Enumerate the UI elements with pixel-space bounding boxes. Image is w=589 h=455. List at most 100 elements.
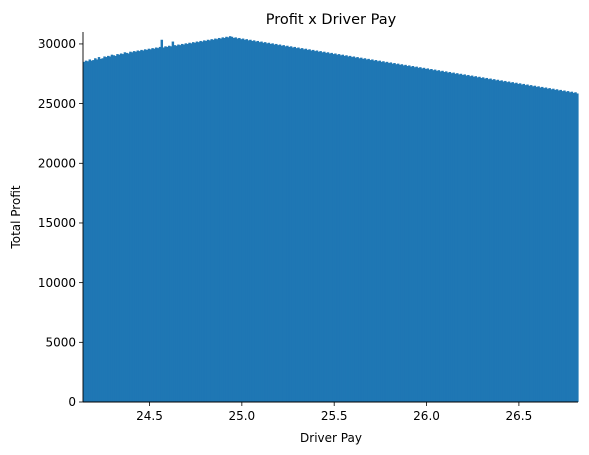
- histogram-bar: [324, 52, 328, 403]
- histogram-bar: [158, 46, 162, 403]
- histogram-bar: [513, 83, 516, 403]
- histogram-bar: [107, 55, 110, 402]
- histogram-bar: [238, 37, 241, 402]
- histogram-bar: [315, 50, 319, 402]
- histogram-bar: [398, 64, 402, 403]
- histogram-bar: [90, 60, 93, 402]
- histogram-bar: [190, 43, 193, 402]
- histogram-bar: [179, 45, 182, 403]
- histogram-bar: [404, 64, 407, 403]
- histogram-bar: [408, 65, 411, 402]
- histogram-bar: [422, 67, 426, 402]
- histogram-bar: [88, 59, 91, 403]
- histogram-bar: [112, 55, 115, 402]
- histogram-bar: [127, 53, 130, 402]
- histogram-bar: [445, 71, 448, 403]
- histogram-bar: [278, 44, 282, 402]
- histogram-bar: [171, 41, 175, 402]
- histogram-bar: [481, 77, 485, 403]
- histogram-bar: [467, 74, 470, 402]
- histogram-bar: [505, 82, 509, 403]
- histogram-bar: [424, 69, 428, 402]
- histogram-bar: [304, 48, 308, 402]
- histogram-bar: [118, 54, 121, 402]
- histogram-bar: [282, 45, 285, 403]
- histogram-bar: [350, 57, 354, 403]
- histogram-bar: [428, 69, 431, 402]
- histogram-bar: [223, 37, 226, 402]
- histogram-bar: [493, 79, 496, 402]
- histogram-bar: [372, 60, 376, 402]
- histogram-bar: [208, 40, 212, 403]
- histogram-bar: [323, 51, 326, 403]
- histogram-bar: [101, 58, 104, 403]
- histogram-bars: [83, 36, 579, 403]
- histogram-bar: [365, 59, 369, 403]
- histogram-bar: [539, 87, 542, 402]
- histogram-bar: [108, 56, 112, 402]
- x-tick-label: 25.5: [321, 409, 348, 423]
- histogram-bar: [297, 47, 300, 403]
- histogram-bar: [123, 52, 127, 403]
- histogram-bar: [522, 83, 526, 402]
- histogram-bar: [249, 39, 252, 403]
- histogram-bar: [254, 41, 258, 402]
- histogram-bar: [348, 55, 352, 402]
- histogram-bar: [360, 57, 363, 403]
- histogram-bar: [400, 64, 404, 403]
- x-tick-label: 26.5: [506, 409, 533, 423]
- histogram-bar: [293, 46, 297, 403]
- histogram-bar: [435, 70, 439, 403]
- histogram-bar: [391, 63, 394, 403]
- histogram-bar: [308, 49, 311, 402]
- histogram-bar: [419, 67, 422, 402]
- histogram-bar: [132, 51, 136, 403]
- histogram-bar: [437, 70, 441, 403]
- histogram-bar: [215, 39, 219, 403]
- histogram-bar: [561, 91, 564, 403]
- histogram-bar: [267, 42, 271, 402]
- histogram-bar: [526, 84, 529, 403]
- histogram-bar: [167, 45, 171, 403]
- histogram-bar: [302, 49, 306, 402]
- histogram-bar: [441, 70, 444, 403]
- histogram-bar: [450, 73, 454, 402]
- histogram-bar: [239, 39, 243, 403]
- histogram-bar: [472, 76, 476, 403]
- histogram-bar: [544, 87, 548, 402]
- histogram-bar: [395, 64, 398, 403]
- y-tick-label: 10000: [38, 276, 76, 290]
- histogram-bar: [548, 88, 551, 402]
- histogram-bar: [206, 39, 210, 403]
- histogram-bar: [129, 51, 132, 403]
- histogram-bar: [384, 62, 387, 402]
- histogram-bar: [121, 54, 125, 402]
- histogram-bar: [230, 36, 234, 402]
- histogram-bar: [184, 43, 188, 402]
- histogram-bar: [474, 76, 478, 403]
- histogram-bar: [336, 54, 339, 402]
- histogram-bar: [570, 91, 574, 402]
- histogram-bar: [114, 55, 117, 402]
- histogram-bar: [145, 49, 149, 402]
- histogram-bar: [518, 83, 522, 403]
- histogram-bar: [160, 39, 164, 403]
- histogram-bar: [201, 41, 204, 402]
- histogram-bar: [345, 55, 348, 402]
- histogram-bar: [389, 62, 393, 402]
- histogram-bar: [498, 80, 502, 402]
- histogram-bar: [452, 72, 455, 403]
- histogram-bar: [461, 74, 465, 402]
- histogram-bar: [531, 86, 535, 402]
- histogram-bar: [136, 50, 140, 402]
- histogram-bar: [541, 86, 544, 402]
- histogram-bar: [374, 60, 378, 402]
- histogram-bar: [358, 58, 361, 403]
- histogram-bar: [347, 56, 350, 402]
- histogram-bar: [456, 73, 459, 402]
- histogram-bar: [511, 82, 514, 403]
- histogram-bar: [193, 42, 197, 402]
- histogram-bar: [339, 55, 343, 402]
- histogram-bar: [515, 82, 518, 403]
- histogram-bar: [188, 42, 191, 402]
